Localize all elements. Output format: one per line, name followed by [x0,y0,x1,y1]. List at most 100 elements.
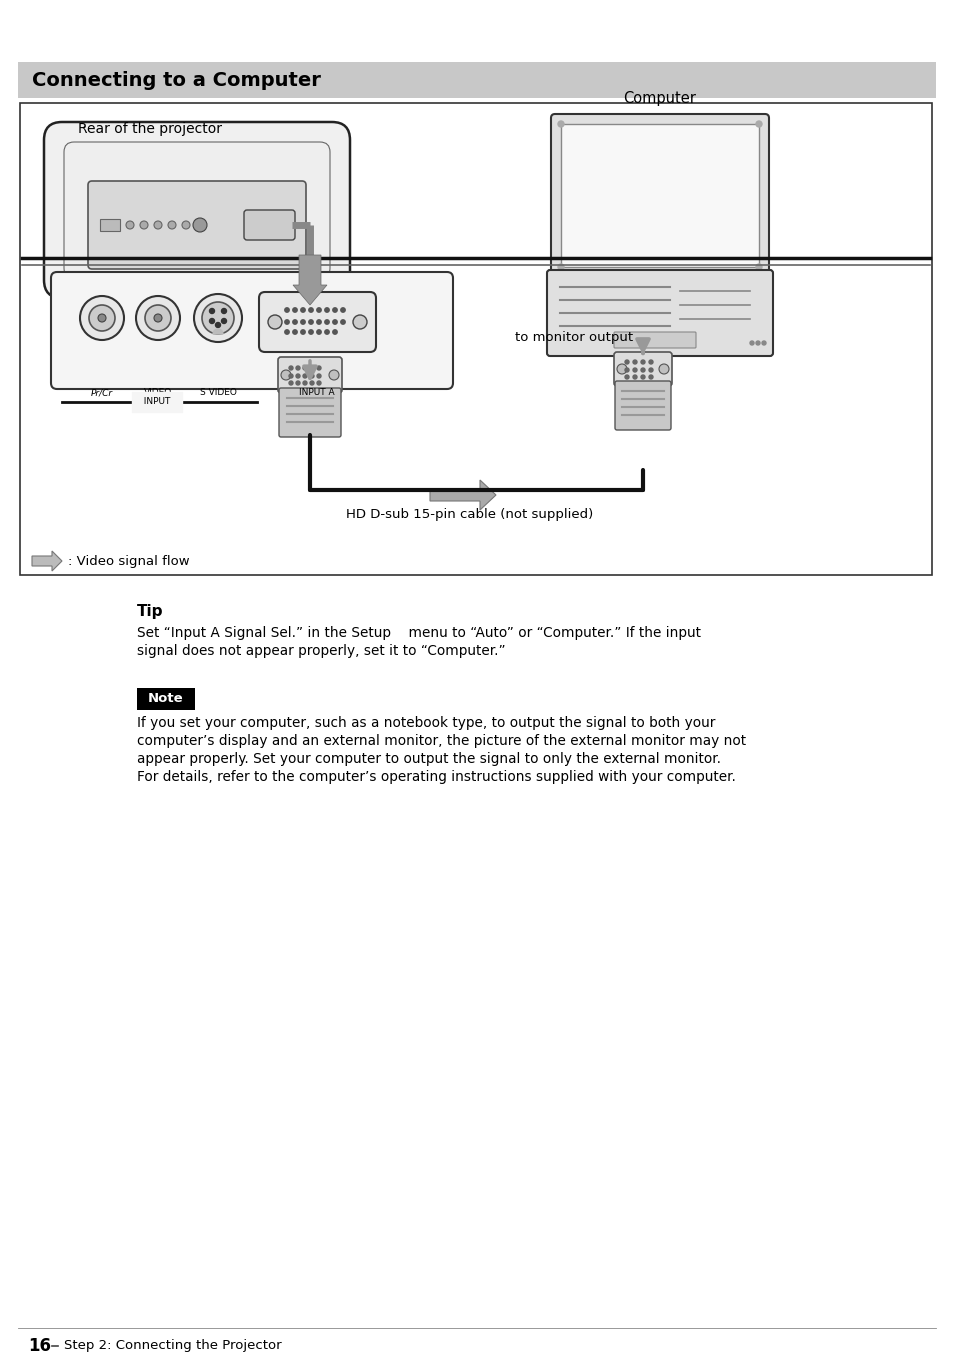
Circle shape [300,320,305,324]
Circle shape [624,368,628,372]
Circle shape [293,320,297,324]
Text: signal does not appear properly, set it to “Computer.”: signal does not appear properly, set it … [137,644,505,658]
Circle shape [648,375,652,379]
Circle shape [324,308,329,312]
Circle shape [558,264,563,270]
Text: VIDEO: VIDEO [144,388,172,397]
Text: : Video signal flow: : Video signal flow [68,554,190,568]
Circle shape [640,360,644,364]
Circle shape [617,364,626,375]
Bar [18,62,935,97]
FancyBboxPatch shape [277,357,341,393]
Text: appear properly. Set your computer to output the signal to only the external mon: appear properly. Set your computer to ou… [137,752,720,767]
Circle shape [324,320,329,324]
FancyBboxPatch shape [258,292,375,352]
Circle shape [755,120,761,127]
Circle shape [293,330,297,334]
Circle shape [329,370,338,380]
Circle shape [333,320,336,324]
Circle shape [749,341,753,345]
FancyBboxPatch shape [64,142,330,279]
Circle shape [316,366,320,370]
Circle shape [340,308,345,312]
Circle shape [285,330,289,334]
Circle shape [333,330,336,334]
Circle shape [640,375,644,379]
FancyBboxPatch shape [51,272,453,389]
Text: computer’s display and an external monitor, the picture of the external monitor : computer’s display and an external monit… [137,734,745,748]
Text: INPUT: INPUT [138,397,176,407]
Circle shape [316,320,321,324]
Circle shape [295,375,299,379]
Circle shape [295,366,299,370]
Circle shape [89,306,115,331]
Circle shape [202,301,233,334]
Bar [20,103,931,575]
FancyBboxPatch shape [244,210,294,241]
Circle shape [659,364,668,375]
Circle shape [221,308,226,314]
Circle shape [289,375,293,379]
Circle shape [300,308,305,312]
Circle shape [633,360,637,364]
Circle shape [316,308,321,312]
FancyBboxPatch shape [88,181,306,269]
Circle shape [755,341,760,345]
Circle shape [289,366,293,370]
Text: INPUT A: INPUT A [299,388,335,397]
Circle shape [633,375,637,379]
Text: Set “Input A Signal Sel.” in the Setup    menu to “Auto” or “Computer.” If the i: Set “Input A Signal Sel.” in the Setup m… [137,626,700,639]
Circle shape [309,320,313,324]
Circle shape [136,296,180,339]
FancyBboxPatch shape [560,124,759,266]
Circle shape [210,308,214,314]
Circle shape [624,375,628,379]
Circle shape [293,308,297,312]
Circle shape [153,220,162,228]
Text: Rear of the projector: Rear of the projector [78,122,222,137]
Circle shape [648,360,652,364]
Polygon shape [32,552,62,571]
Circle shape [289,381,293,385]
Circle shape [295,381,299,385]
Circle shape [285,308,289,312]
Circle shape [310,381,314,385]
Circle shape [340,320,345,324]
Text: to monitor output: to monitor output [515,330,633,343]
Circle shape [755,264,761,270]
Bar [137,688,194,710]
Circle shape [761,341,765,345]
Circle shape [145,306,171,331]
Text: HD D-sub 15-pin cable (not supplied): HD D-sub 15-pin cable (not supplied) [346,508,593,521]
Polygon shape [430,480,496,510]
Circle shape [353,315,367,329]
FancyBboxPatch shape [546,270,772,356]
FancyBboxPatch shape [44,122,350,297]
Circle shape [316,375,320,379]
Circle shape [303,375,307,379]
Circle shape [193,293,242,342]
Circle shape [640,368,644,372]
Circle shape [268,315,282,329]
Circle shape [303,366,307,370]
Circle shape [303,381,307,385]
Circle shape [309,308,313,312]
Circle shape [126,220,133,228]
Circle shape [316,381,320,385]
Circle shape [210,319,214,323]
Circle shape [309,330,313,334]
Circle shape [333,308,336,312]
FancyBboxPatch shape [614,333,696,347]
Circle shape [215,323,220,327]
Text: Computer: Computer [623,91,696,105]
Circle shape [648,368,652,372]
Text: Pr/Cr: Pr/Cr [91,388,113,397]
Text: Step 2: Connecting the Projector: Step 2: Connecting the Projector [64,1340,281,1352]
FancyBboxPatch shape [551,114,768,277]
Circle shape [221,319,226,323]
Text: Tip: Tip [137,604,163,619]
Bar [100,219,120,231]
Text: For details, refer to the computer’s operating instructions supplied with your c: For details, refer to the computer’s ope… [137,771,735,784]
FancyBboxPatch shape [614,352,671,387]
Circle shape [316,330,321,334]
